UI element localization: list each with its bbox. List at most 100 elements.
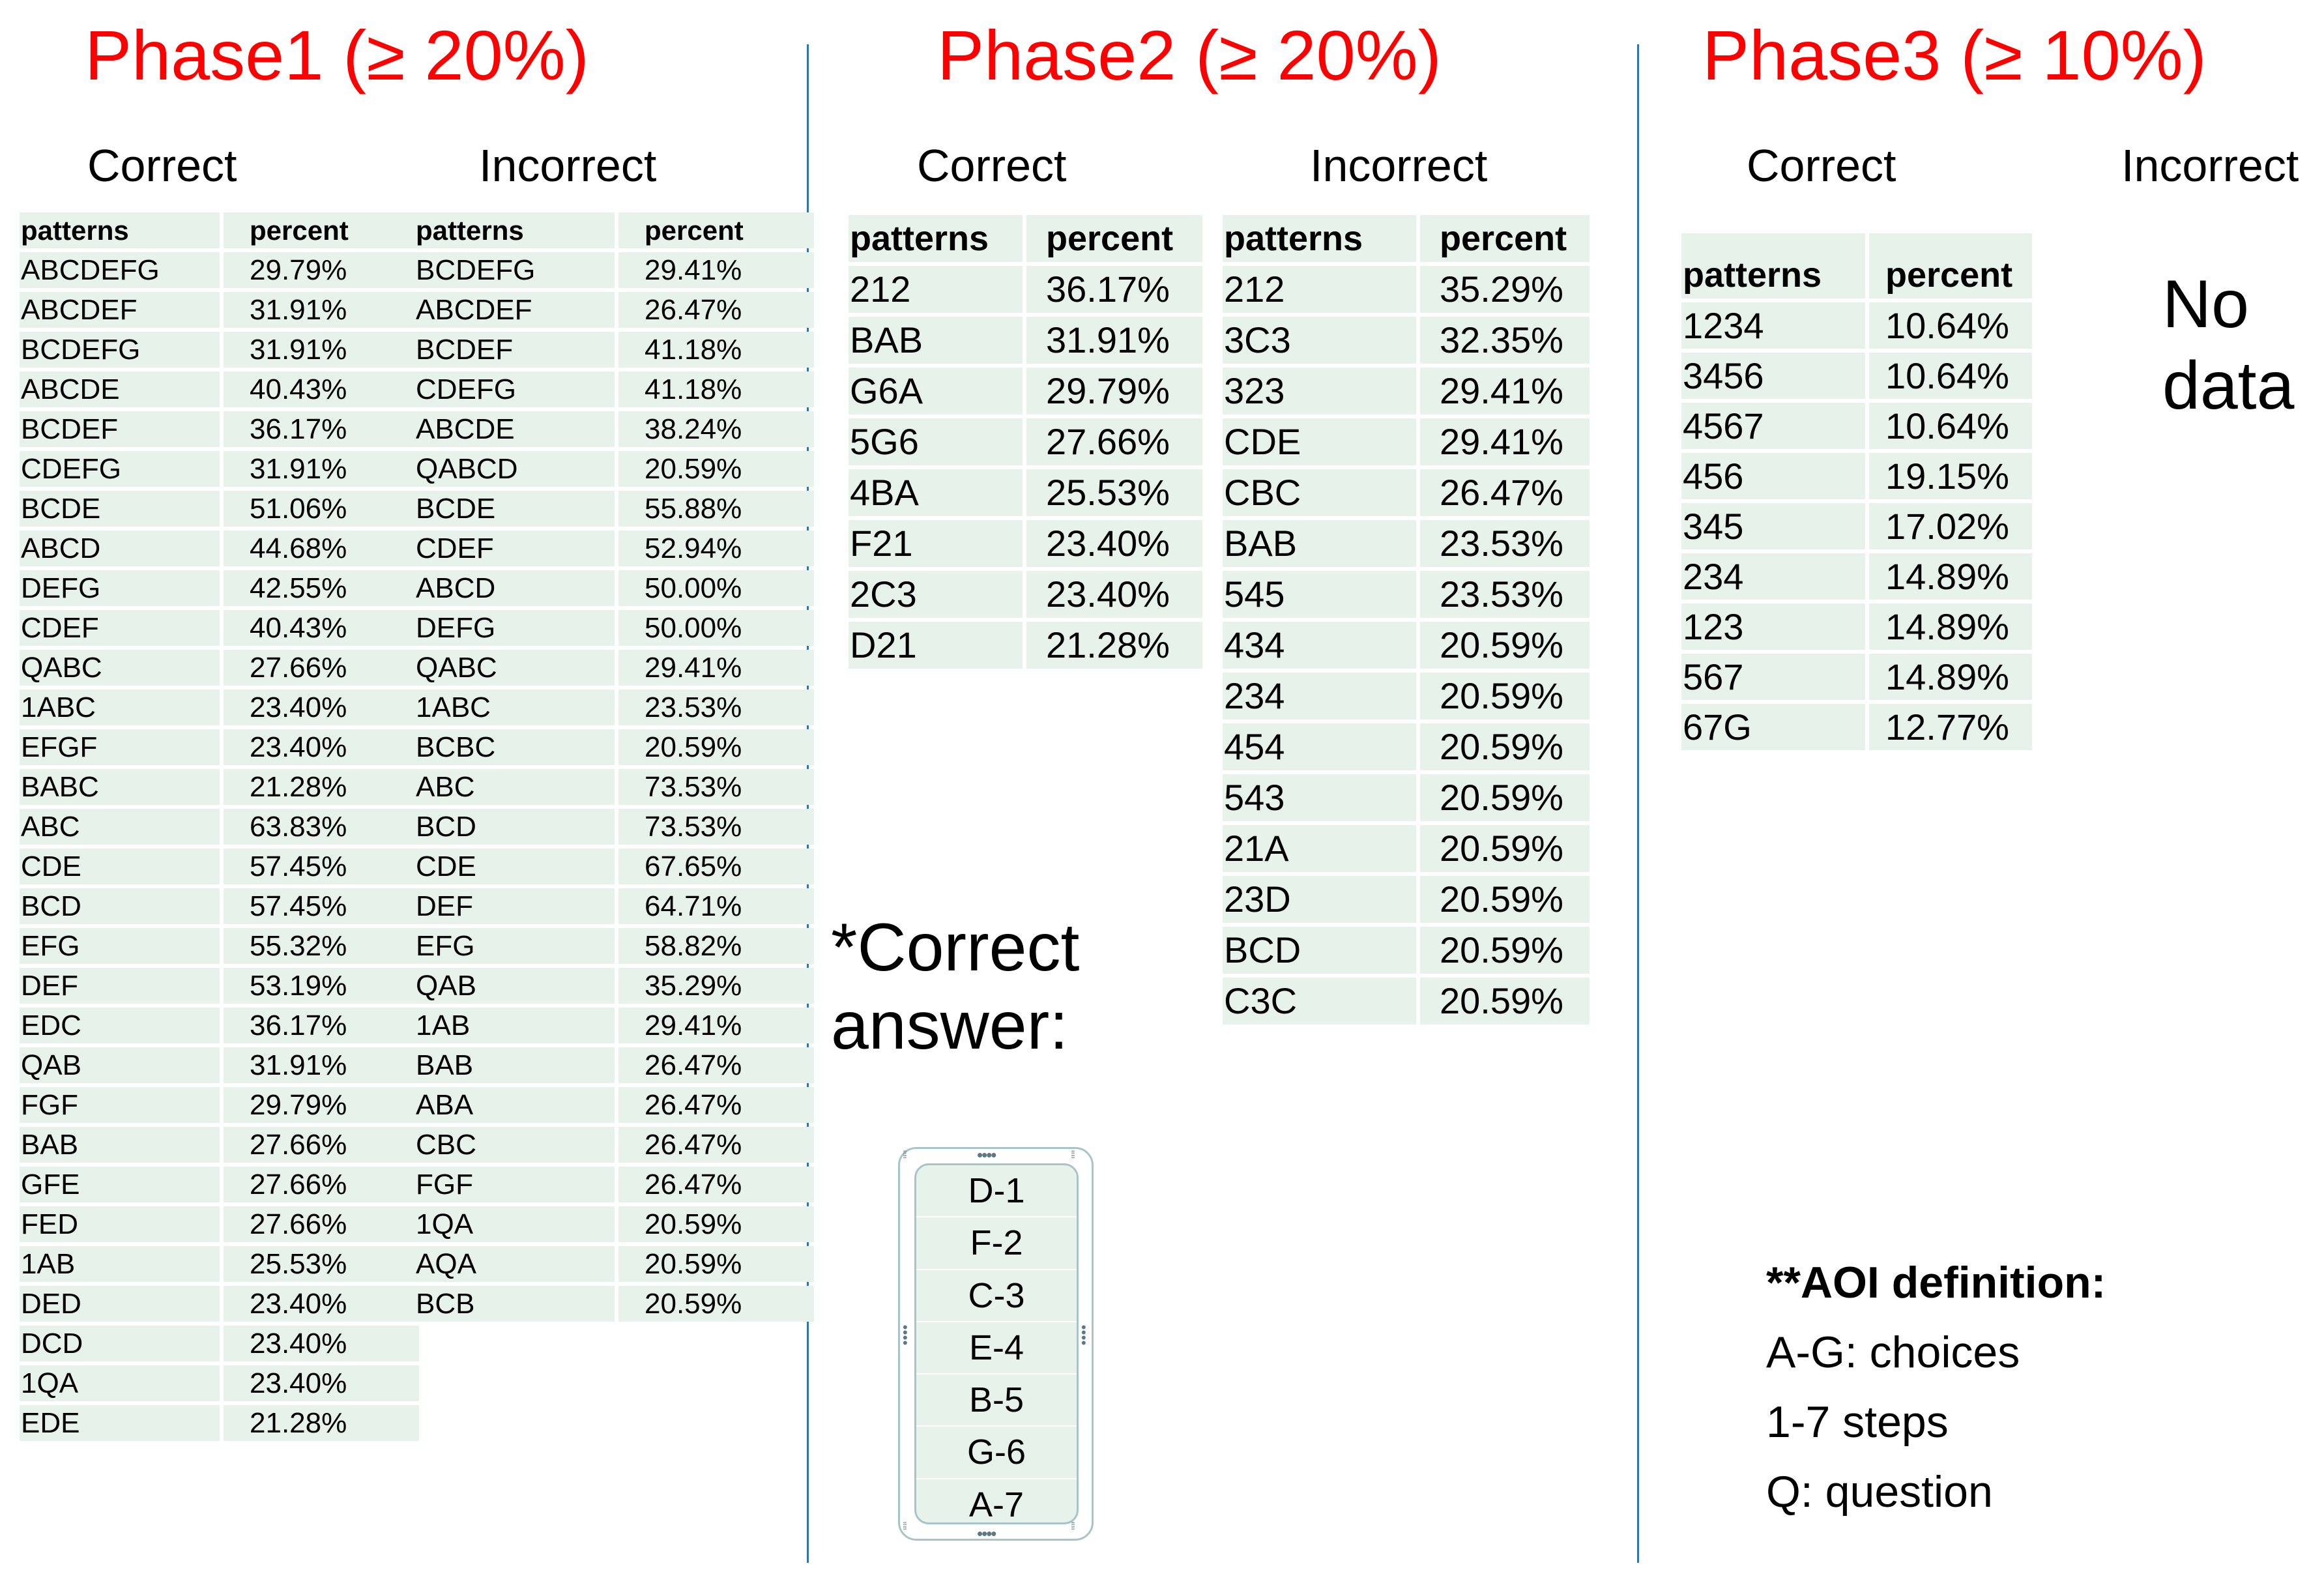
percent-cell: 29.41% — [1416, 418, 1590, 465]
answer-item: E-4 — [916, 1322, 1077, 1375]
table-row: 567 14.89% — [1681, 654, 2032, 700]
table-row: QABCD 20.59% — [414, 451, 814, 487]
table-row: ABC 63.83% — [20, 809, 419, 845]
pattern-cell: 4BA — [849, 469, 1023, 516]
pattern-cell: QABC — [20, 650, 220, 686]
answer-items: D-1 F-2 C-3 E-4 B-5 G-6 A-7 — [914, 1163, 1079, 1524]
phase3-title: Phase3 (≥ 10%) — [1702, 16, 2207, 94]
phase1-correct-table: patterns percent ABCDEFG 29.79% ABCDEF 31.9… — [20, 209, 419, 1445]
col-header-percent: percent — [220, 212, 419, 248]
table-row: 543 20.59% — [1223, 774, 1590, 821]
table-row: DEF 64.71% — [414, 888, 814, 924]
percent-cell: 20.59% — [615, 1246, 814, 1282]
pattern-cell: 23D — [1223, 876, 1416, 923]
percent-cell: 36.17% — [220, 1008, 419, 1043]
corner-handle: ⁞⁞ — [903, 1521, 907, 1532]
percent-cell: 29.79% — [1023, 368, 1202, 414]
pattern-cell: DEFG — [20, 570, 220, 606]
table-row: FGF 29.79% — [20, 1087, 419, 1123]
percent-cell: 58.82% — [615, 928, 814, 964]
percent-cell: 27.66% — [220, 1206, 419, 1242]
table-row: 123 14.89% — [1681, 603, 2032, 650]
percent-cell: 27.66% — [220, 1127, 419, 1163]
pattern-cell: ABCDE — [414, 411, 615, 447]
percent-cell: 57.45% — [220, 849, 419, 884]
phase1-correct-heading: Correct — [87, 140, 237, 191]
pattern-cell: BABC — [20, 769, 220, 805]
table-row: BCDEFG 29.41% — [414, 252, 814, 288]
pattern-cell: EDC — [20, 1008, 220, 1043]
no-data-message: No data — [2162, 264, 2294, 427]
resize-handle-right: • • • • — [1081, 1319, 1086, 1351]
col-header-patterns: patterns — [20, 212, 220, 248]
percent-cell: 41.18% — [615, 371, 814, 407]
table-row: 4BA 25.53% — [849, 469, 1202, 516]
pattern-cell: BCD — [414, 809, 615, 845]
table-row: CBC 26.47% — [1223, 469, 1590, 516]
table-row: 1QA 20.59% — [414, 1206, 814, 1242]
table-row: 1ABC 23.40% — [20, 690, 419, 725]
table-row: BCD 57.45% — [20, 888, 419, 924]
percent-cell: 19.15% — [1865, 453, 2032, 499]
pattern-cell: AQA — [414, 1246, 615, 1282]
percent-cell: 38.24% — [615, 411, 814, 447]
col-header-patterns: patterns — [1223, 215, 1416, 262]
table-row: FGF 26.47% — [414, 1167, 814, 1202]
table-row: BCD 73.53% — [414, 809, 814, 845]
col-header-percent: percent — [1023, 215, 1202, 262]
pattern-cell: EDE — [20, 1405, 220, 1441]
pattern-cell: 5G6 — [849, 418, 1023, 465]
pattern-cell: CDEFG — [20, 451, 220, 487]
pattern-cell: QABC — [414, 650, 615, 686]
pattern-cell: ABCDEFG — [20, 252, 220, 288]
table-row: F21 23.40% — [849, 520, 1202, 567]
pattern-cell: BAB — [414, 1047, 615, 1083]
table-row: GFE 27.66% — [20, 1167, 419, 1202]
pattern-cell: BCDEF — [20, 411, 220, 447]
percent-cell: 67.65% — [615, 849, 814, 884]
pattern-cell: BAB — [20, 1127, 220, 1163]
table-row: 1AB 25.53% — [20, 1246, 419, 1282]
table-row: AQA 20.59% — [414, 1246, 814, 1282]
percent-cell: 31.91% — [1023, 317, 1202, 364]
answer-item: B-5 — [916, 1374, 1077, 1427]
table-row: QABC 27.66% — [20, 650, 419, 686]
table-row: EFGF 23.40% — [20, 729, 419, 765]
pattern-cell: 345 — [1681, 503, 1865, 549]
pattern-cell: 545 — [1223, 571, 1416, 618]
table-row: ABCDE 38.24% — [414, 411, 814, 447]
pattern-cell: EFG — [20, 928, 220, 964]
pattern-cell: DEFG — [414, 610, 615, 646]
table-row: G6A 29.79% — [849, 368, 1202, 414]
percent-cell: 57.45% — [220, 888, 419, 924]
percent-cell: 20.59% — [615, 729, 814, 765]
table-header-row: patterns percent — [414, 212, 814, 248]
table-row: 323 29.41% — [1223, 368, 1590, 414]
phase2-correct-table: patterns percent 212 36.17% BAB 31.91% G6A 29… — [849, 211, 1202, 673]
pattern-cell: CDEF — [20, 610, 220, 646]
pattern-cell: F21 — [849, 520, 1023, 567]
percent-cell: 10.64% — [1865, 403, 2032, 449]
table-row: BCBC 20.59% — [414, 729, 814, 765]
percent-cell: 29.41% — [615, 252, 814, 288]
resize-handle-left: • • • • — [903, 1319, 908, 1351]
table-row: 23D 20.59% — [1223, 876, 1590, 923]
phase3-correct-table: patterns percent 1234 10.64% 3456 10.64% 456… — [1681, 229, 2032, 754]
pattern-cell: DED — [20, 1286, 220, 1322]
table-row: QABC 29.41% — [414, 650, 814, 686]
pattern-cell: 1QA — [414, 1206, 615, 1242]
table-row: 234 20.59% — [1223, 673, 1590, 720]
table-row: 2C3 23.40% — [849, 571, 1202, 618]
pattern-cell: ABCDE — [20, 371, 220, 407]
pattern-cell: 454 — [1223, 723, 1416, 770]
pattern-cell: BCDEFG — [20, 332, 220, 368]
resize-handle-top: •••• — [977, 1145, 996, 1165]
percent-cell: 40.43% — [220, 371, 419, 407]
table-row: DEF 53.19% — [20, 968, 419, 1004]
pattern-cell: 67G — [1681, 704, 1865, 750]
pattern-cell: 2C3 — [849, 571, 1023, 618]
answer-item: F-2 — [916, 1217, 1077, 1270]
pattern-cell: EFGF — [20, 729, 220, 765]
correct-answer-list: •••• •••• ⁞⁞ ⁞⁞ ⁞⁞ ⁞⁞ • • • • • • • • D-1 F-2 C-… — [898, 1145, 1094, 1542]
percent-cell: 14.89% — [1865, 553, 2032, 600]
